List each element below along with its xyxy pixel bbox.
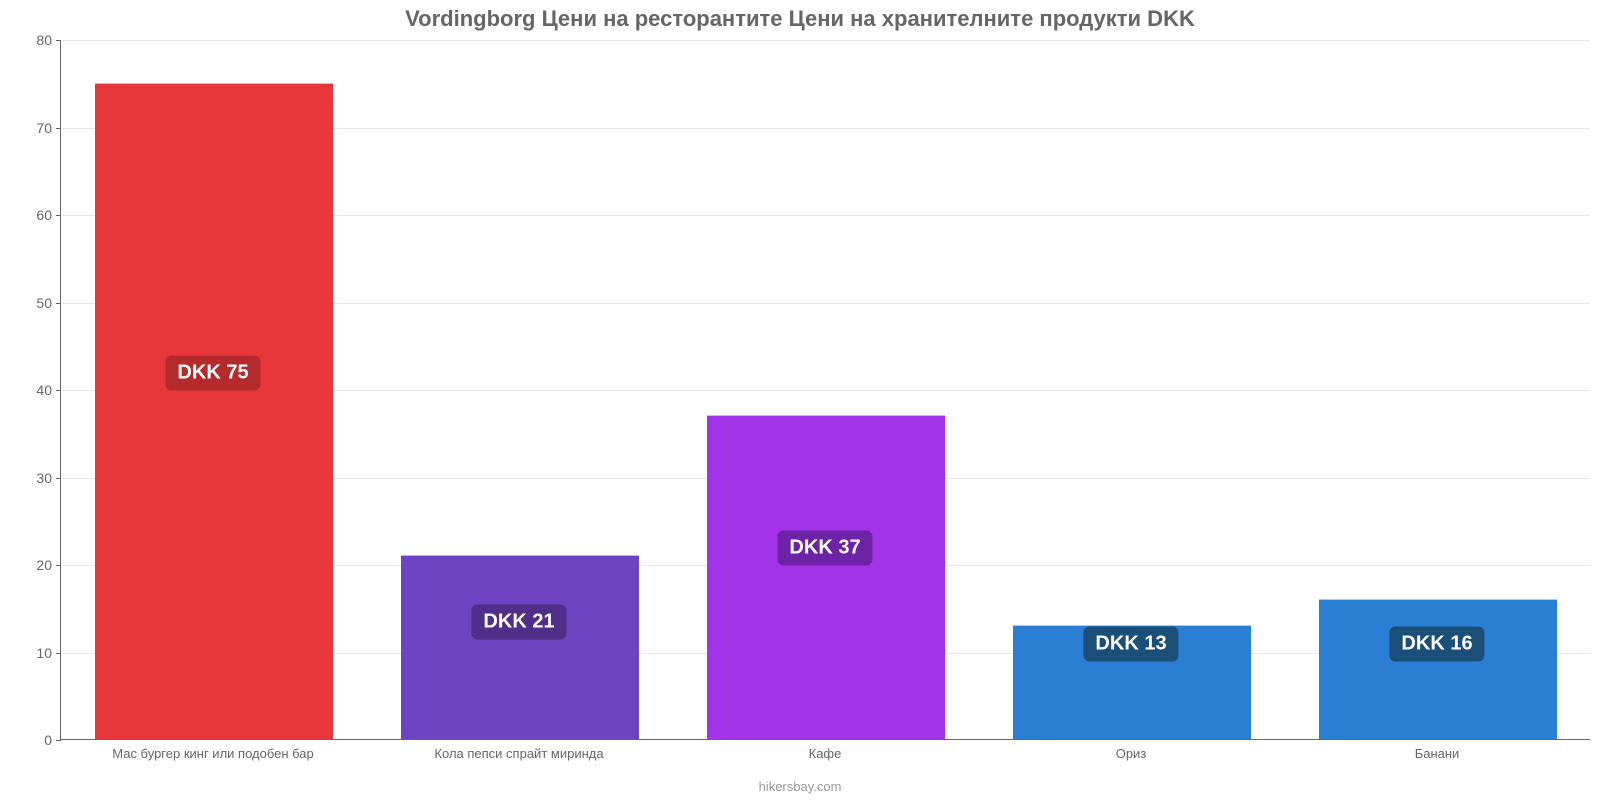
ytick-mark bbox=[56, 215, 61, 216]
ytick-mark bbox=[56, 740, 61, 741]
ytick-mark bbox=[56, 128, 61, 129]
bar bbox=[1319, 599, 1558, 739]
bar bbox=[95, 83, 334, 739]
chart-title: Vordingborg Цени на ресторантите Цени на… bbox=[0, 6, 1600, 32]
ytick-mark bbox=[56, 303, 61, 304]
xtick-label: Кола пепси спрайт миринда bbox=[434, 746, 603, 761]
ytick-label: 60 bbox=[12, 207, 52, 223]
xtick-label: Кафе bbox=[809, 746, 842, 761]
ytick-label: 20 bbox=[12, 557, 52, 573]
ytick-mark bbox=[56, 40, 61, 41]
ytick-label: 40 bbox=[12, 382, 52, 398]
bar bbox=[401, 555, 640, 739]
plot-area bbox=[60, 40, 1590, 740]
xtick-label: Банани bbox=[1415, 746, 1460, 761]
ytick-label: 10 bbox=[12, 645, 52, 661]
price-bar-chart: Vordingborg Цени на ресторантите Цени на… bbox=[0, 0, 1600, 800]
ytick-label: 70 bbox=[12, 120, 52, 136]
ytick-label: 50 bbox=[12, 295, 52, 311]
xtick-label: Ориз bbox=[1116, 746, 1147, 761]
value-badge: DKK 21 bbox=[471, 604, 566, 639]
value-badge: DKK 75 bbox=[165, 355, 260, 390]
ytick-label: 0 bbox=[12, 732, 52, 748]
value-badge: DKK 13 bbox=[1083, 626, 1178, 661]
value-badge: DKK 16 bbox=[1389, 626, 1484, 661]
ytick-label: 80 bbox=[12, 32, 52, 48]
chart-attribution: hikersbay.com bbox=[0, 779, 1600, 794]
xtick-label: Мас бургер кинг или подобен бар bbox=[112, 746, 314, 761]
value-badge: DKK 37 bbox=[777, 530, 872, 565]
ytick-mark bbox=[56, 565, 61, 566]
ytick-mark bbox=[56, 390, 61, 391]
ytick-mark bbox=[56, 478, 61, 479]
bar bbox=[707, 415, 946, 739]
ytick-mark bbox=[56, 653, 61, 654]
gridline bbox=[61, 40, 1590, 41]
ytick-label: 30 bbox=[12, 470, 52, 486]
